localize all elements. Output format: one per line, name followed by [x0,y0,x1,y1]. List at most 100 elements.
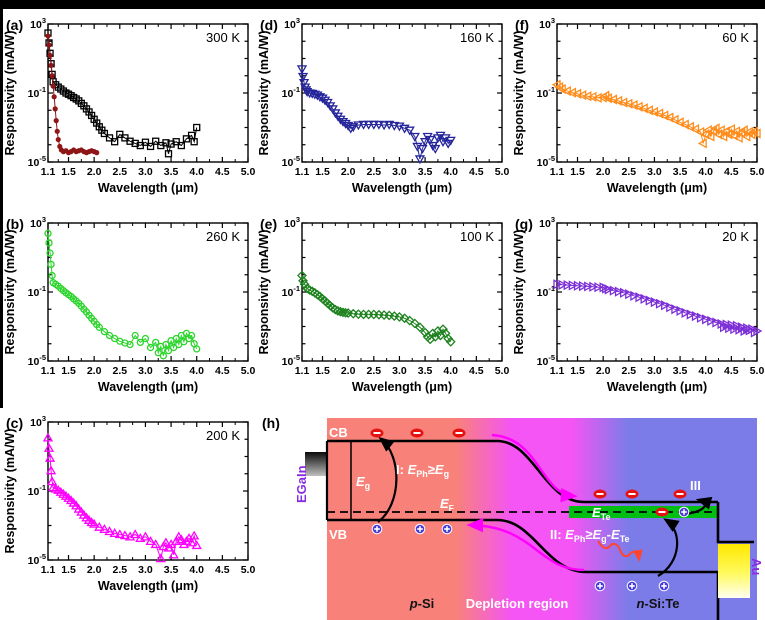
x-tick-label: 4.5 [215,365,230,377]
x-tick-label: 2.0 [87,564,102,576]
process-i-label: I: EPh≥Eg [396,462,449,479]
x-tick-label: 3.0 [392,166,407,178]
x-tick-label: 1.1 [295,365,310,377]
y-axis-title: Responsivity (mA/W) [257,30,271,155]
panel-letter-h: (h) [262,415,280,431]
x-tick-label: 4.5 [215,564,230,576]
temperature-label: 160 K [460,30,494,45]
x-axis-title: Wavelength (μm) [607,181,707,195]
temperature-label: 100 K [460,229,494,244]
x-tick-label: 1.5 [315,365,330,377]
y-axis-title: Responsivity (mA/W) [3,30,17,155]
x-tick-label: 2.0 [341,166,356,178]
cb-to-au-step [716,502,754,544]
x-tick-label: 2.0 [341,365,356,377]
cb-label: CB [329,425,348,440]
depletion-region-label: Depletion region [466,596,569,611]
panel-e-100K: 1.1 1.5 2.0 2.5 3.0 3.5 4.0 4.5 5.0 103 10-1 10-5 Wa… [257,208,510,407]
x-tick-label: 1.5 [61,365,76,377]
x-tick-label: 1.1 [550,166,565,178]
series-navy-open-down-triangles [296,65,456,165]
electron-icon [655,507,669,517]
photon-wavy-arrow [597,540,643,562]
x-tick-label: 1.5 [315,166,330,178]
y-axis-title: Responsivity (mA/W) [3,428,17,553]
band-diagram-svg: CB VB Eg I: EPh≥Eg EF ETe II: EPh≥Eg-ETe… [294,418,764,620]
hole-icon [414,523,426,535]
y-tick-label: 10-1 [282,85,300,100]
x-tick-label: 2.5 [112,365,127,377]
x-axis-title: Wavelength (μm) [98,579,198,593]
panel-f-60K: 1.1 1.5 2.0 2.5 3.0 3.5 4.0 4.5 5.0 103 10-1 10-5 Wa… [512,9,765,208]
panel-letter: (a) [6,17,23,33]
x-tick-label: 5.0 [241,166,256,178]
chart-g: 1.1 1.5 2.0 2.5 3.0 3.5 4.0 4.5 5.0 103 10-1 10-5 Wa… [512,215,765,394]
x-tick-label: 1.5 [570,166,585,178]
x-tick-label: 4.0 [189,365,204,377]
y-axis-title: Responsivity (mA/W) [512,30,526,155]
y-tick-label: 103 [30,414,46,429]
x-tick-label: 2.5 [112,166,127,178]
x-tick-label: 1.5 [570,365,585,377]
axes: 1.1 1.5 2.0 2.5 3.0 3.5 4.0 4.5 5.0 103 10-1 10-5 [537,16,765,178]
x-tick-label: 4.5 [215,166,230,178]
electron-icon [452,428,466,438]
chart-a: 1.1 1.5 2.0 2.5 3.0 3.5 4.0 4.5 5.0 103 10-1 10-5 Wa… [3,16,256,195]
axes: 1.1 1.5 2.0 2.5 3.0 3.5 4.0 4.5 5.0 103 10-1 10-5 [537,215,765,377]
axes: 1.1 1.5 2.0 2.5 3.0 3.5 4.0 4.5 5.0 103 10-1 10-5 [28,215,256,377]
x-axis-title: Wavelength (μm) [98,380,198,394]
x-tick-label: 5.0 [750,166,765,178]
y-tick-label: 10-5 [282,154,300,169]
temperature-label: 300 K [206,30,240,45]
chart-e: 1.1 1.5 2.0 2.5 3.0 3.5 4.0 4.5 5.0 103 10-1 10-5 Wa… [257,215,509,394]
y-axis-title: Responsivity (mA/W) [257,229,271,354]
x-tick-label: 3.5 [164,564,179,576]
panel-b-260K: 1.1 1.5 2.0 2.5 3.0 3.5 4.0 4.5 5.0 103 10-1 10-5 Wa… [3,208,256,407]
bandgap-label: Eg [356,474,370,491]
x-tick-label: 2.5 [366,365,381,377]
series-black-open-squares [44,29,201,158]
chart-c: 1.1 1.5 2.0 2.5 3.0 3.5 4.0 4.5 5.0 103 10-1 10-5 Wa… [3,414,255,593]
x-tick-label: 4.5 [724,166,739,178]
x-tick-label: 2.5 [366,166,381,178]
conduction-band-edge [327,439,718,504]
axes: 1.1 1.5 2.0 2.5 3.0 3.5 4.0 4.5 5.0 103 10-1 10-5 [282,16,510,178]
x-axis-title: Wavelength (μm) [352,181,452,195]
y-axis-title: Responsivity (mA/W) [512,229,526,354]
te-level-label: ETe [592,505,611,522]
x-tick-label: 1.1 [295,166,310,178]
top-border-bar [0,0,765,9]
x-tick-label: 2.0 [87,365,102,377]
process-ii-label: II: EPh≥Eg-ETe [550,527,630,544]
x-tick-label: 1.5 [61,166,76,178]
x-tick-label: 3.5 [164,365,179,377]
x-tick-label: 2.0 [596,166,611,178]
series-magenta-open-up-triangles [42,432,202,563]
x-tick-label: 3.0 [138,166,153,178]
panel-c-200K: 1.1 1.5 2.0 2.5 3.0 3.5 4.0 4.5 5.0 103 10-1 10-5 Wa… [3,407,256,620]
chart-f: 1.1 1.5 2.0 2.5 3.0 3.5 4.0 4.5 5.0 103 10-1 10-5 Wa… [512,16,765,195]
y-tick-label: 10-1 [28,85,46,100]
egain-electrode-label: EGaIn [294,465,309,503]
x-tick-label: 1.1 [41,166,56,178]
electron-icon [593,489,607,499]
temperature-label: 200 K [206,428,240,443]
y-tick-label: 103 [284,215,300,230]
x-tick-label: 1.1 [41,564,56,576]
x-tick-label: 5.0 [241,365,256,377]
x-tick-label: 5.0 [750,365,765,377]
hole-icon [658,580,670,592]
x-tick-label: 4.0 [189,564,204,576]
panel-letter: (g) [515,216,533,232]
x-tick-label: 2.0 [87,166,102,178]
electron-icon [370,428,384,438]
chart-d: 1.1 1.5 2.0 2.5 3.0 3.5 4.0 4.5 5.0 103 10-1 10-5 Wa… [257,16,510,195]
hole-icon [441,523,453,535]
x-axis-title: Wavelength (μm) [607,380,707,394]
x-tick-label: 4.0 [698,365,713,377]
carriers [370,428,690,592]
axes: 1.1 1.5 2.0 2.5 3.0 3.5 4.0 4.5 5.0 103 10-1 10-5 [28,16,256,178]
series-orange-open-left-triangles [551,79,761,149]
x-tick-label: 3.5 [673,365,688,377]
y-axis-title: Responsivity (mA/W) [3,229,17,354]
